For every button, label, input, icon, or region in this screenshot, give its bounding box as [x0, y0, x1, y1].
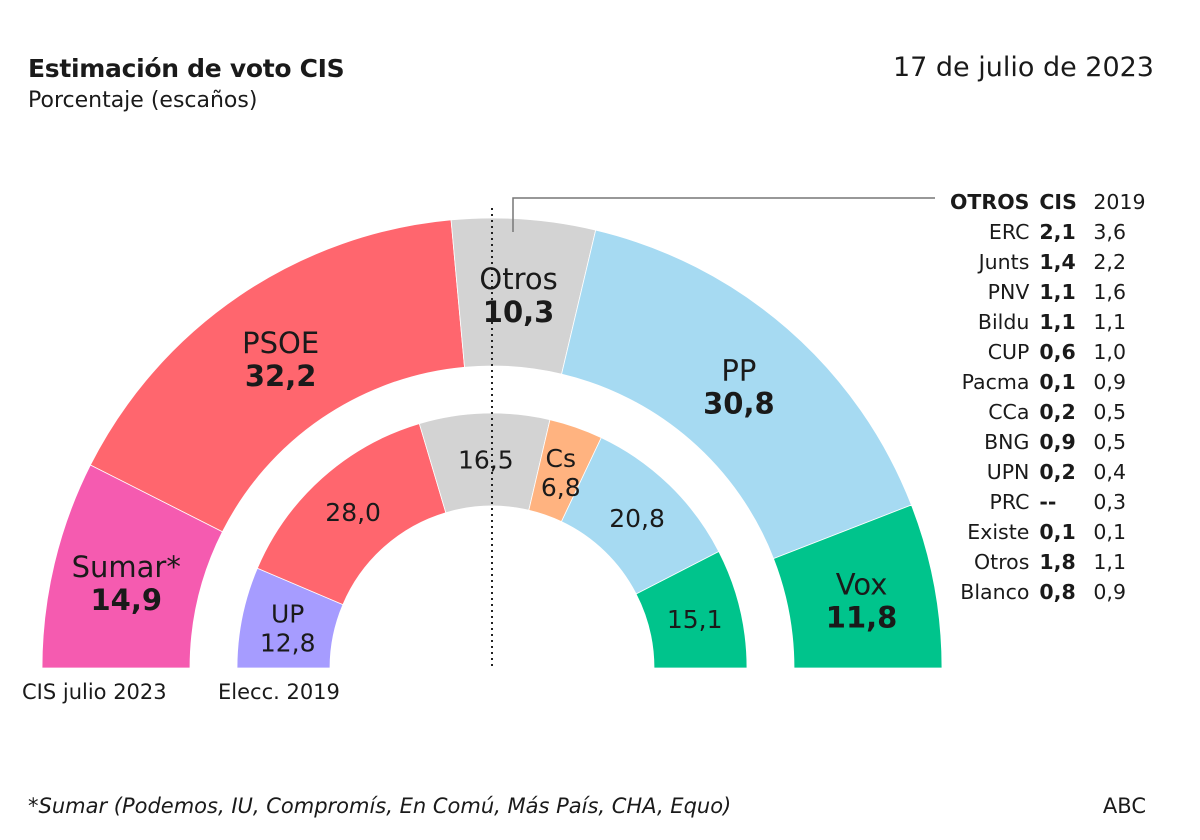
cis-value: 0,2 [1039, 460, 1076, 484]
segment-value-label: 32,2 [245, 359, 317, 393]
party-name: PRC [989, 490, 1030, 514]
segment-name-label: Sumar* [72, 550, 181, 584]
segment-value-label: 14,9 [90, 583, 162, 617]
table-row: PRC -- 0,3 [940, 487, 1146, 517]
party-name: ERC [988, 220, 1030, 244]
table-row: Pacma 0,1 0,9 [940, 367, 1146, 397]
party-name: Otros [974, 550, 1030, 574]
segment-2019-vox [635, 550, 748, 669]
segment-name-label: Cs [546, 444, 576, 473]
inner-ring-label: Elecc. 2019 [218, 680, 340, 704]
table-row: Bildu 1,1 1,1 [940, 307, 1146, 337]
cis-value: 2,1 [1039, 220, 1076, 244]
segment-value-label: 20,8 [609, 504, 665, 533]
segment-value-label: 16,5 [458, 445, 514, 474]
value-2019: 1,0 [1093, 340, 1126, 364]
party-name: Pacma [961, 370, 1030, 394]
table-row: CUP 0,6 1,0 [940, 337, 1146, 367]
value-2019: 0,9 [1093, 580, 1126, 604]
segment-name-label: Otros [479, 262, 557, 296]
cis-value: 1,1 [1039, 280, 1076, 304]
cis-value: 0,8 [1039, 580, 1076, 604]
table-row: Blanco 0,8 0,9 [940, 577, 1146, 607]
value-2019: 1,1 [1093, 310, 1126, 334]
outer-ring-label: CIS julio 2023 [22, 680, 167, 704]
value-2019: 0,5 [1093, 430, 1126, 454]
segment-value-label: 28,0 [325, 498, 381, 527]
party-name: PNV [987, 280, 1030, 304]
party-name: Existe [967, 520, 1030, 544]
segment-value-label: 11,8 [826, 601, 898, 635]
cis-value: 0,2 [1039, 400, 1076, 424]
segment-cis-psoe [89, 219, 465, 533]
value-2019: 0,4 [1093, 460, 1126, 484]
segment-name-label: UP [271, 599, 304, 628]
cis-value: 0,1 [1039, 520, 1076, 544]
segment-value-label: 6,8 [541, 473, 581, 502]
segment-value-label: 10,3 [483, 295, 555, 329]
value-2019: 0,5 [1093, 400, 1126, 424]
value-2019: 1,6 [1093, 280, 1126, 304]
segment-value-label: 30,8 [703, 386, 775, 420]
table-row: CCa 0,2 0,5 [940, 397, 1146, 427]
segment-name-label: PP [721, 353, 756, 387]
header-party: OTROS [950, 190, 1030, 214]
otros-leader-line [512, 197, 935, 232]
party-name: CCa [988, 400, 1030, 424]
source-credit: ABC [1102, 794, 1146, 818]
chart-subtitle: Porcentaje (escaños) [28, 88, 258, 113]
segment-name-label: Vox [836, 568, 888, 602]
party-name: CUP [987, 340, 1030, 364]
table-row: Junts 1,4 2,2 [940, 247, 1146, 277]
value-2019: 0,1 [1093, 520, 1126, 544]
cis-value: 0,6 [1039, 340, 1076, 364]
party-name: UPN [986, 460, 1030, 484]
footnote: *Sumar (Podemos, IU, Compromís, En Comú,… [28, 794, 732, 818]
table-row: Existe 0,1 0,1 [940, 517, 1146, 547]
cis-value: -- [1039, 490, 1057, 514]
value-2019: 1,1 [1093, 550, 1126, 574]
party-name: BNG [984, 430, 1030, 454]
value-2019: 0,3 [1093, 490, 1126, 514]
chart-date: 17 de julio de 2023 [892, 52, 1154, 83]
segment-value-label: 15,1 [667, 605, 723, 634]
table-row: UPN 0,2 0,4 [940, 457, 1146, 487]
value-2019: 0,9 [1093, 370, 1126, 394]
table-header-row: OTROS CIS 2019 [940, 187, 1146, 217]
header-2019: 2019 [1093, 190, 1146, 214]
party-name: Junts [978, 250, 1030, 274]
cis-value: 0,1 [1039, 370, 1076, 394]
party-name: Bildu [977, 310, 1030, 334]
cis-value: 1,1 [1039, 310, 1076, 334]
party-name: Blanco [960, 580, 1030, 604]
value-2019: 2,2 [1093, 250, 1126, 274]
segment-value-label: 12,8 [260, 628, 316, 657]
cis-value: 0,9 [1039, 430, 1076, 454]
segment-name-label: PSOE [242, 326, 319, 360]
table-row: BNG 0,9 0,5 [940, 427, 1146, 457]
chart-title: Estimación de voto CIS [28, 54, 345, 83]
header-cis: CIS [1039, 190, 1077, 214]
value-2019: 3,6 [1093, 220, 1126, 244]
table-row: Otros 1,8 1,1 [940, 547, 1146, 577]
cis-value: 1,8 [1039, 550, 1076, 574]
table-row: ERC 2,1 3,6 [940, 217, 1146, 247]
cis-value: 1,4 [1039, 250, 1076, 274]
segment-cis-vox [772, 504, 943, 669]
table-row: PNV 1,1 1,6 [940, 277, 1146, 307]
segment-cis-pp [561, 229, 912, 560]
otros-breakdown-table: OTROS CIS 2019 ERC 2,1 3,6 Junts 1,4 2,2 PNV 1,… [940, 187, 1146, 607]
